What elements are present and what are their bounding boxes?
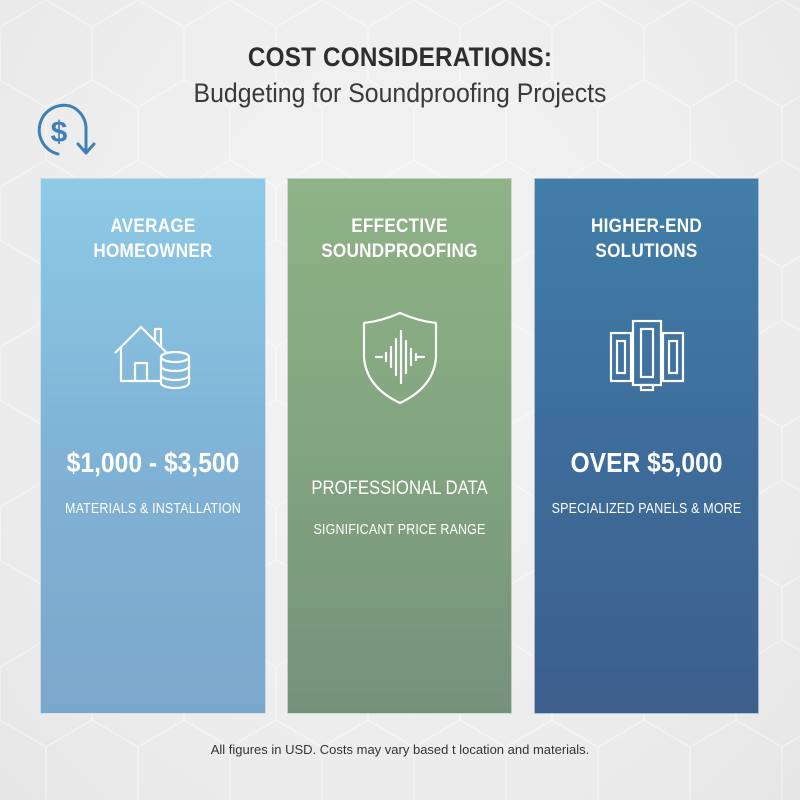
house-coins-icon [114, 325, 191, 390]
price-subtext: SPECIALIZED PANELS & MORE [551, 501, 742, 517]
card-heading: EFFECTIVE SOUNDPROOFING [299, 214, 500, 264]
card-heading-line1: EFFECTIVE [351, 216, 448, 237]
acoustic-panels-icon [609, 319, 684, 392]
price-range: $1,000 - $3,500 [66, 447, 240, 478]
card-heading-line2: HOMEOWNER [93, 241, 213, 262]
card-heading-line2: SOLUTIONS [595, 241, 698, 262]
svg-text:$: $ [51, 116, 68, 149]
dollar-down-arrow-icon: $ [37, 103, 96, 156]
shield-soundwave-icon [362, 311, 437, 405]
card-higher-end-solutions: HIGHER-END SOLUTIONS OVER $5,000 SPECIAL… [534, 178, 759, 714]
professional-data-text: PROFESSIONAL DATA [311, 478, 488, 499]
card-heading: AVERAGE HOMEOWNER [52, 214, 254, 264]
card-effective-soundproofing: EFFECTIVE SOUNDPROOFING PROFESSIONAL DAT… [287, 178, 512, 714]
card-heading-line1: HIGHER-END [590, 216, 703, 237]
card-heading-line1: AVERAGE [110, 216, 196, 237]
card-average-homeowner: AVERAGE HOMEOWNER $1,000 - $3,500 MATERI… [40, 178, 266, 714]
page-title: COST CONSIDERATIONS: [247, 42, 553, 72]
card-heading-line2: SOUNDPROOFING [321, 241, 478, 262]
price-subtext: SIGNIFICANT PRICE RANGE [313, 522, 486, 538]
page-header: COST CONSIDERATIONS: Budgeting for Sound… [0, 40, 800, 110]
price-subtext: MATERIALS & INSTALLATION [65, 501, 241, 517]
footer-note: All figures in USD. Costs may vary based… [210, 742, 590, 757]
page-subtitle: Budgeting for Soundproofing Projects [193, 78, 607, 108]
price-range: OVER $5,000 [570, 447, 723, 478]
card-heading: HIGHER-END SOLUTIONS [546, 214, 747, 264]
